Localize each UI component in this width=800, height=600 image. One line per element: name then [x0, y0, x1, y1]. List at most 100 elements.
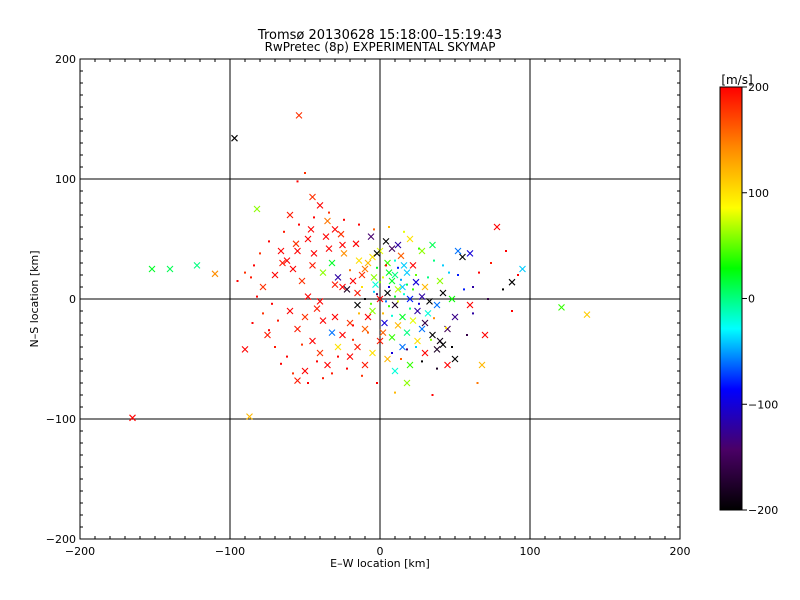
data-point — [304, 235, 312, 243]
data-point — [451, 346, 453, 348]
data-point — [451, 313, 459, 321]
data-point — [472, 286, 474, 288]
data-point — [376, 266, 378, 269]
data-point — [292, 372, 294, 375]
data-point — [376, 293, 378, 296]
y-tick-label: 0 — [69, 293, 76, 306]
data-point — [280, 362, 282, 365]
data-point — [400, 358, 402, 360]
data-point — [294, 325, 301, 333]
data-point — [481, 331, 489, 339]
data-point — [354, 343, 361, 351]
data-point — [412, 278, 420, 286]
data-point — [439, 289, 447, 297]
chart-title: Tromsø 20130628 15:18:00–15:19:43 — [257, 28, 502, 43]
data-point — [352, 324, 354, 327]
data-point — [316, 349, 324, 357]
data-point — [399, 343, 406, 351]
data-point — [259, 252, 261, 255]
data-point — [388, 245, 396, 252]
data-point — [406, 348, 408, 351]
data-point — [583, 311, 591, 318]
data-point — [382, 276, 384, 279]
data-point — [364, 298, 366, 300]
data-point — [385, 300, 387, 303]
data-point — [385, 264, 387, 267]
data-point — [352, 338, 354, 341]
data-point — [376, 337, 384, 345]
data-point — [301, 343, 303, 346]
data-point — [307, 226, 315, 233]
data-point — [339, 331, 346, 339]
data-point — [246, 413, 253, 420]
data-point — [476, 382, 479, 384]
data-point — [148, 265, 156, 273]
data-point — [349, 277, 357, 285]
data-point — [322, 377, 324, 380]
colorbar-tick-label: −100 — [748, 398, 778, 411]
data-point — [406, 361, 414, 369]
data-point — [324, 361, 331, 369]
data-point — [358, 312, 360, 315]
data-point — [268, 240, 270, 243]
data-point — [412, 288, 414, 291]
data-point — [331, 226, 339, 233]
data-point — [403, 329, 411, 336]
data-point — [166, 265, 174, 273]
data-point — [298, 223, 300, 226]
data-point — [309, 337, 316, 345]
data-point — [394, 322, 402, 329]
data-point — [286, 307, 294, 315]
data-point — [337, 355, 339, 358]
data-point — [367, 331, 369, 334]
data-point — [424, 310, 432, 317]
data-point — [295, 112, 303, 119]
data-point — [283, 257, 291, 264]
data-point — [394, 286, 402, 293]
data-point — [384, 355, 391, 363]
data-point — [391, 301, 399, 309]
data-point — [436, 367, 438, 370]
data-point — [244, 271, 246, 274]
data-point — [418, 325, 426, 333]
data-point — [429, 331, 436, 339]
data-point — [304, 172, 306, 174]
data-point — [406, 295, 414, 303]
data-point — [394, 391, 396, 394]
data-point — [463, 288, 465, 291]
data-point — [487, 298, 489, 300]
data-point — [384, 289, 391, 297]
data-point — [309, 193, 316, 201]
data-point — [193, 262, 201, 269]
data-point — [339, 283, 346, 291]
data-point — [283, 230, 285, 233]
data-point — [436, 277, 444, 285]
data-point — [391, 367, 399, 375]
data-point — [316, 360, 318, 363]
data-point — [421, 349, 429, 357]
data-point — [388, 277, 396, 285]
y-tick-label: −100 — [46, 413, 76, 426]
data-point — [256, 295, 258, 298]
data-point — [439, 341, 447, 348]
data-point — [373, 290, 375, 293]
data-point — [274, 346, 276, 348]
data-point — [466, 250, 474, 257]
y-tick-label: 200 — [55, 53, 76, 66]
data-point — [388, 286, 390, 288]
data-point — [394, 259, 396, 262]
data-point — [250, 276, 252, 279]
data-point — [442, 264, 444, 267]
data-point — [394, 295, 396, 298]
data-point — [409, 317, 417, 324]
x-axis-label: E–W location [km] — [330, 557, 430, 570]
data-point — [328, 211, 330, 214]
axis-ticks: −200 −100 0 100 200 −200 −100 0 100 200 — [46, 53, 691, 558]
data-point — [369, 307, 376, 315]
data-point — [418, 247, 420, 250]
data-point — [415, 346, 417, 348]
data-point — [373, 228, 375, 231]
data-point — [296, 180, 299, 183]
data-point — [388, 334, 396, 341]
